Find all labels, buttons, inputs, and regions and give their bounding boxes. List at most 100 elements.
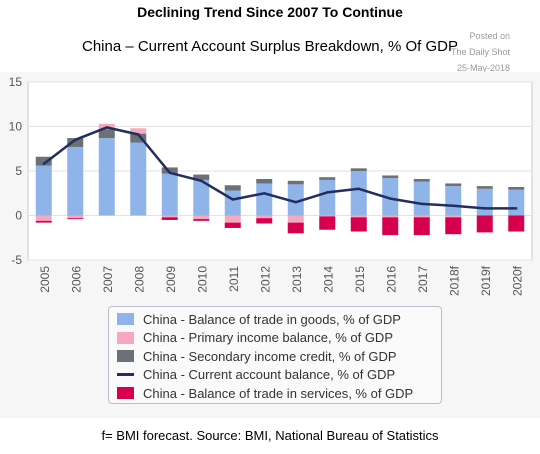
y-tick-label: 0 bbox=[15, 209, 22, 223]
current-account-point bbox=[105, 126, 108, 129]
bar-series1 bbox=[476, 186, 493, 189]
bar-series3 bbox=[256, 218, 273, 224]
y-tick-label: 15 bbox=[9, 75, 23, 89]
bar-series1 bbox=[98, 129, 115, 139]
x-tick-label: 2015 bbox=[353, 266, 367, 293]
bar-series1 bbox=[224, 185, 241, 191]
current-account-point bbox=[74, 138, 77, 142]
chart-headline: Declining Trend Since 2007 To Continue bbox=[137, 4, 403, 20]
legend-swatch bbox=[117, 313, 134, 326]
legend-swatch bbox=[117, 373, 134, 377]
bar-series1 bbox=[67, 138, 84, 147]
bar-series1 bbox=[445, 183, 462, 187]
bar-series1 bbox=[130, 133, 147, 143]
bar-series1 bbox=[35, 156, 52, 166]
bar-series3 bbox=[382, 217, 399, 236]
bar-series1 bbox=[161, 167, 178, 174]
x-tick-label: 2013 bbox=[290, 266, 304, 293]
current-account-point bbox=[168, 171, 171, 174]
x-tick-label: 2011 bbox=[227, 266, 241, 292]
bar-series2 bbox=[413, 215, 430, 218]
current-account-point bbox=[483, 207, 486, 210]
current-account-point bbox=[263, 192, 266, 195]
current-account-point bbox=[515, 207, 518, 210]
legend-label: China - Balance of trade in goods, % of … bbox=[143, 311, 401, 327]
bar-series0 bbox=[35, 165, 52, 216]
bar-series3 bbox=[476, 215, 493, 233]
bar-series1 bbox=[256, 179, 273, 184]
posted-source: The Daily Shot bbox=[450, 47, 510, 57]
bar-series1 bbox=[382, 175, 399, 179]
bar-series0 bbox=[508, 189, 525, 216]
chart-subtitle: China – Current Account Surplus Breakdow… bbox=[81, 38, 458, 55]
legend-item: China - Secondary income credit, % of GD… bbox=[117, 347, 441, 366]
bar-series3 bbox=[161, 217, 178, 220]
bar-series0 bbox=[67, 146, 84, 216]
bar-series1 bbox=[350, 168, 367, 171]
current-account-point bbox=[357, 187, 360, 190]
bar-series2 bbox=[35, 215, 52, 221]
y-tick-label: 5 bbox=[15, 164, 22, 178]
bar-series2 bbox=[287, 215, 304, 223]
legend-item: China - Balance of trade in goods, % of … bbox=[117, 310, 441, 329]
chart-panel: -5 0 5 10 15 2005 2006 2007 2008 2009 2010 2011 2012… bbox=[0, 72, 540, 418]
legend-item: China - Balance of trade in services, % … bbox=[117, 384, 441, 403]
current-account-point bbox=[389, 197, 392, 200]
bar-series2 bbox=[224, 215, 241, 223]
x-tick-label: 2012 bbox=[258, 266, 272, 293]
bar-series0 bbox=[161, 173, 178, 216]
current-account-line bbox=[43, 126, 517, 210]
posted-on-label: Posted on bbox=[469, 31, 510, 41]
bar-series2 bbox=[350, 215, 367, 218]
legend: China - Balance of trade in goods, % of … bbox=[108, 306, 442, 404]
bar-series0 bbox=[130, 142, 147, 216]
bar-series2 bbox=[67, 215, 84, 219]
chart-svg: -5 0 5 10 15 2005 2006 2007 2008 2009 2010 2011 2012… bbox=[9, 75, 533, 296]
x-tick-label: 2006 bbox=[69, 266, 83, 293]
bar-series0 bbox=[319, 179, 336, 216]
bar-series0 bbox=[256, 183, 273, 216]
x-tick-label: 2020f bbox=[510, 265, 524, 296]
current-account-point bbox=[231, 198, 234, 201]
bar-series0 bbox=[350, 171, 367, 216]
bar-series1 bbox=[508, 187, 525, 190]
x-tick-label: 2008 bbox=[132, 266, 146, 293]
bar-series0 bbox=[382, 178, 399, 216]
legend-label: China - Balance of trade in services, % … bbox=[143, 385, 414, 401]
bar-series3 bbox=[224, 222, 241, 228]
bar-series1 bbox=[287, 180, 304, 185]
bar-series0 bbox=[445, 186, 462, 216]
x-tick-label: 2018f bbox=[447, 265, 461, 296]
bar-series2 bbox=[319, 215, 336, 217]
bar-series0 bbox=[413, 181, 430, 216]
current-account-point bbox=[326, 191, 329, 194]
current-account-point bbox=[420, 202, 423, 206]
x-tick-label: 2019f bbox=[479, 265, 493, 296]
legend-swatch bbox=[117, 350, 134, 363]
bar-series3 bbox=[413, 217, 430, 236]
watermark-posted: Posted on The Daily Shot 25-May-2018 bbox=[451, 28, 510, 76]
bar-series2 bbox=[382, 215, 399, 218]
current-account-point bbox=[42, 162, 45, 166]
bar-series3 bbox=[319, 216, 336, 230]
bar-series3 bbox=[445, 217, 462, 235]
bar-series3 bbox=[287, 222, 304, 234]
y-tick-label: -5 bbox=[11, 253, 22, 267]
bar-series1 bbox=[413, 179, 430, 182]
legend-label: China - Primary income balance, % of GDP bbox=[143, 330, 393, 346]
bar-series2 bbox=[193, 215, 210, 220]
legend-item: China - Current account balance, % of GD… bbox=[117, 366, 441, 385]
bar-series3 bbox=[35, 220, 52, 223]
bar-series3 bbox=[67, 218, 84, 220]
current-account-point bbox=[137, 133, 140, 136]
bar-series0 bbox=[476, 188, 493, 216]
legend-label: China - Current account balance, % of GD… bbox=[143, 367, 396, 383]
legend-swatch bbox=[117, 331, 134, 344]
x-tick-label: 2007 bbox=[101, 266, 115, 293]
bar-series1 bbox=[319, 177, 336, 180]
x-tick-label: 2014 bbox=[321, 266, 335, 293]
bar-series3 bbox=[350, 217, 367, 232]
bar-series2 bbox=[161, 215, 178, 218]
x-tick-label: 2005 bbox=[38, 266, 52, 293]
bar-series3 bbox=[508, 215, 525, 232]
